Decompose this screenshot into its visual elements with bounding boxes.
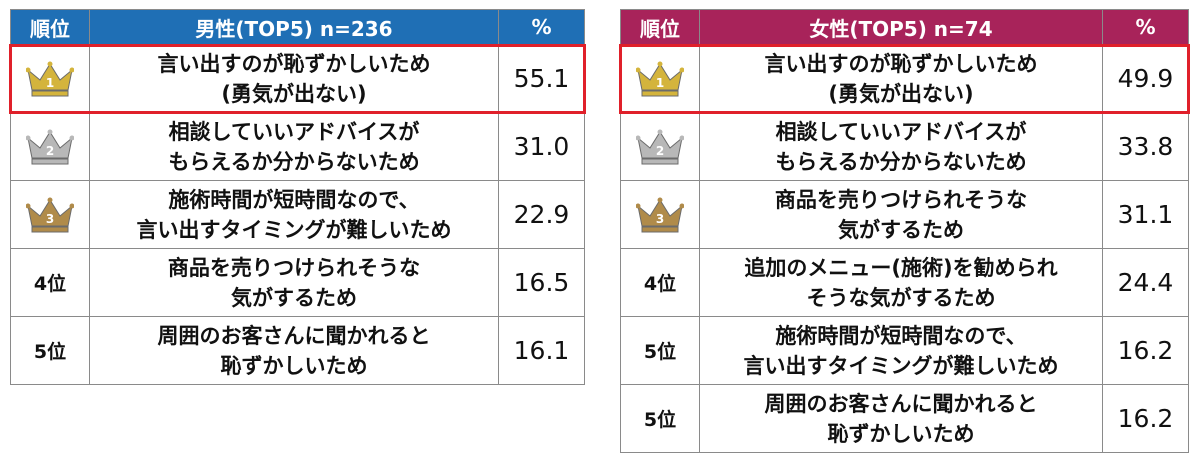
men-table-row: 2 相談していいアドバイスが もらえるか分からないため 31.0: [10, 112, 585, 181]
women-rank-cell: 5位: [620, 384, 700, 453]
women-reason-cell: 周囲のお客さんに聞かれると 恥ずかしいため: [699, 384, 1103, 453]
women-table-row: 4位 追加のメニュー(施術)を勧められ そうな気がするため 24.4: [620, 248, 1189, 317]
svg-text:3: 3: [46, 212, 54, 226]
women-percent-cell: 16.2: [1102, 384, 1189, 453]
men-ranking-table: 順位 男性(TOP5) n=236 % 1 言い出すのが恥ずかしいため (勇気が出…: [10, 9, 585, 385]
men-percent-cell: 16.5: [498, 248, 585, 317]
men-percent-header: %: [498, 9, 585, 45]
women-reason-cell: 追加のメニュー(施術)を勧められ そうな気がするため: [699, 248, 1103, 317]
men-table-row: 4位 商品を売りつけられそうな 気がするため 16.5: [10, 248, 585, 317]
men-table-row: 1 言い出すのが恥ずかしいため (勇気が出ない) 55.1: [10, 44, 585, 113]
men-reason-cell: 言い出すのが恥ずかしいため (勇気が出ない): [89, 44, 499, 113]
men-rank-cell: 2: [10, 112, 90, 181]
women-title-header: 女性(TOP5) n=74: [699, 9, 1103, 45]
women-percent-cell: 16.2: [1102, 316, 1189, 385]
men-reason-cell: 相談していいアドバイスが もらえるか分からないため: [89, 112, 499, 181]
silver-crown-icon: 2: [26, 129, 74, 164]
women-reason-cell: 言い出すのが恥ずかしいため (勇気が出ない): [699, 44, 1103, 113]
gold-crown-icon: 1: [26, 61, 74, 96]
men-percent-cell: 22.9: [498, 180, 585, 249]
women-reason-cell: 商品を売りつけられそうな 気がするため: [699, 180, 1103, 249]
women-table-row: 3 商品を売りつけられそうな 気がするため 31.1: [620, 180, 1189, 249]
women-rank-header: 順位: [620, 9, 700, 45]
women-rank-cell: 2: [620, 112, 700, 181]
women-percent-header: %: [1102, 9, 1189, 45]
men-rank-cell: 3: [10, 180, 90, 249]
women-rank-cell: 5位: [620, 316, 700, 385]
women-rank-cell: 4位: [620, 248, 700, 317]
women-rank-cell: 1: [620, 44, 700, 113]
women-percent-cell: 31.1: [1102, 180, 1189, 249]
women-percent-cell: 24.4: [1102, 248, 1189, 317]
women-table-row: 2 相談していいアドバイスが もらえるか分からないため 33.8: [620, 112, 1189, 181]
men-percent-cell: 55.1: [498, 44, 585, 113]
men-rank-cell: 4位: [10, 248, 90, 317]
women-table-row: 5位 施術時間が短時間なので、 言い出すタイミングが難しいため 16.2: [620, 316, 1189, 385]
women-table-row: 1 言い出すのが恥ずかしいため (勇気が出ない) 49.9: [620, 44, 1189, 113]
gold-crown-icon: 1: [636, 61, 684, 96]
women-percent-cell: 49.9: [1102, 44, 1189, 113]
women-reason-cell: 相談していいアドバイスが もらえるか分からないため: [699, 112, 1103, 181]
svg-text:3: 3: [656, 212, 664, 226]
svg-text:2: 2: [46, 144, 54, 158]
bronze-crown-icon: 3: [26, 197, 74, 232]
men-percent-cell: 16.1: [498, 316, 585, 385]
svg-text:2: 2: [656, 144, 664, 158]
men-table-body: 1 言い出すのが恥ずかしいため (勇気が出ない) 55.1 2 相談していいアドバイスが…: [10, 44, 585, 385]
svg-text:1: 1: [46, 76, 54, 90]
men-table-row: 3 施術時間が短時間なので、 言い出すタイミングが難しいため 22.9: [10, 180, 585, 249]
men-title-header: 男性(TOP5) n=236: [89, 9, 499, 45]
silver-crown-icon: 2: [636, 129, 684, 164]
women-ranking-table: 順位 女性(TOP5) n=74 % 1 言い出すのが恥ずかしいため (勇気が出な…: [620, 9, 1189, 453]
women-table-row: 5位 周囲のお客さんに聞かれると 恥ずかしいため 16.2: [620, 384, 1189, 453]
men-reason-cell: 周囲のお客さんに聞かれると 恥ずかしいため: [89, 316, 499, 385]
men-reason-cell: 商品を売りつけられそうな 気がするため: [89, 248, 499, 317]
men-header-row: 順位 男性(TOP5) n=236 %: [10, 9, 585, 45]
men-rank-header: 順位: [10, 9, 90, 45]
men-percent-cell: 31.0: [498, 112, 585, 181]
svg-text:1: 1: [656, 76, 664, 90]
women-reason-cell: 施術時間が短時間なので、 言い出すタイミングが難しいため: [699, 316, 1103, 385]
men-rank-cell: 1: [10, 44, 90, 113]
men-rank-cell: 5位: [10, 316, 90, 385]
women-table-body: 1 言い出すのが恥ずかしいため (勇気が出ない) 49.9 2 相談していいアドバイスが…: [620, 44, 1189, 453]
women-percent-cell: 33.8: [1102, 112, 1189, 181]
women-rank-cell: 3: [620, 180, 700, 249]
bronze-crown-icon: 3: [636, 197, 684, 232]
women-header-row: 順位 女性(TOP5) n=74 %: [620, 9, 1189, 45]
men-reason-cell: 施術時間が短時間なので、 言い出すタイミングが難しいため: [89, 180, 499, 249]
men-table-row: 5位 周囲のお客さんに聞かれると 恥ずかしいため 16.1: [10, 316, 585, 385]
